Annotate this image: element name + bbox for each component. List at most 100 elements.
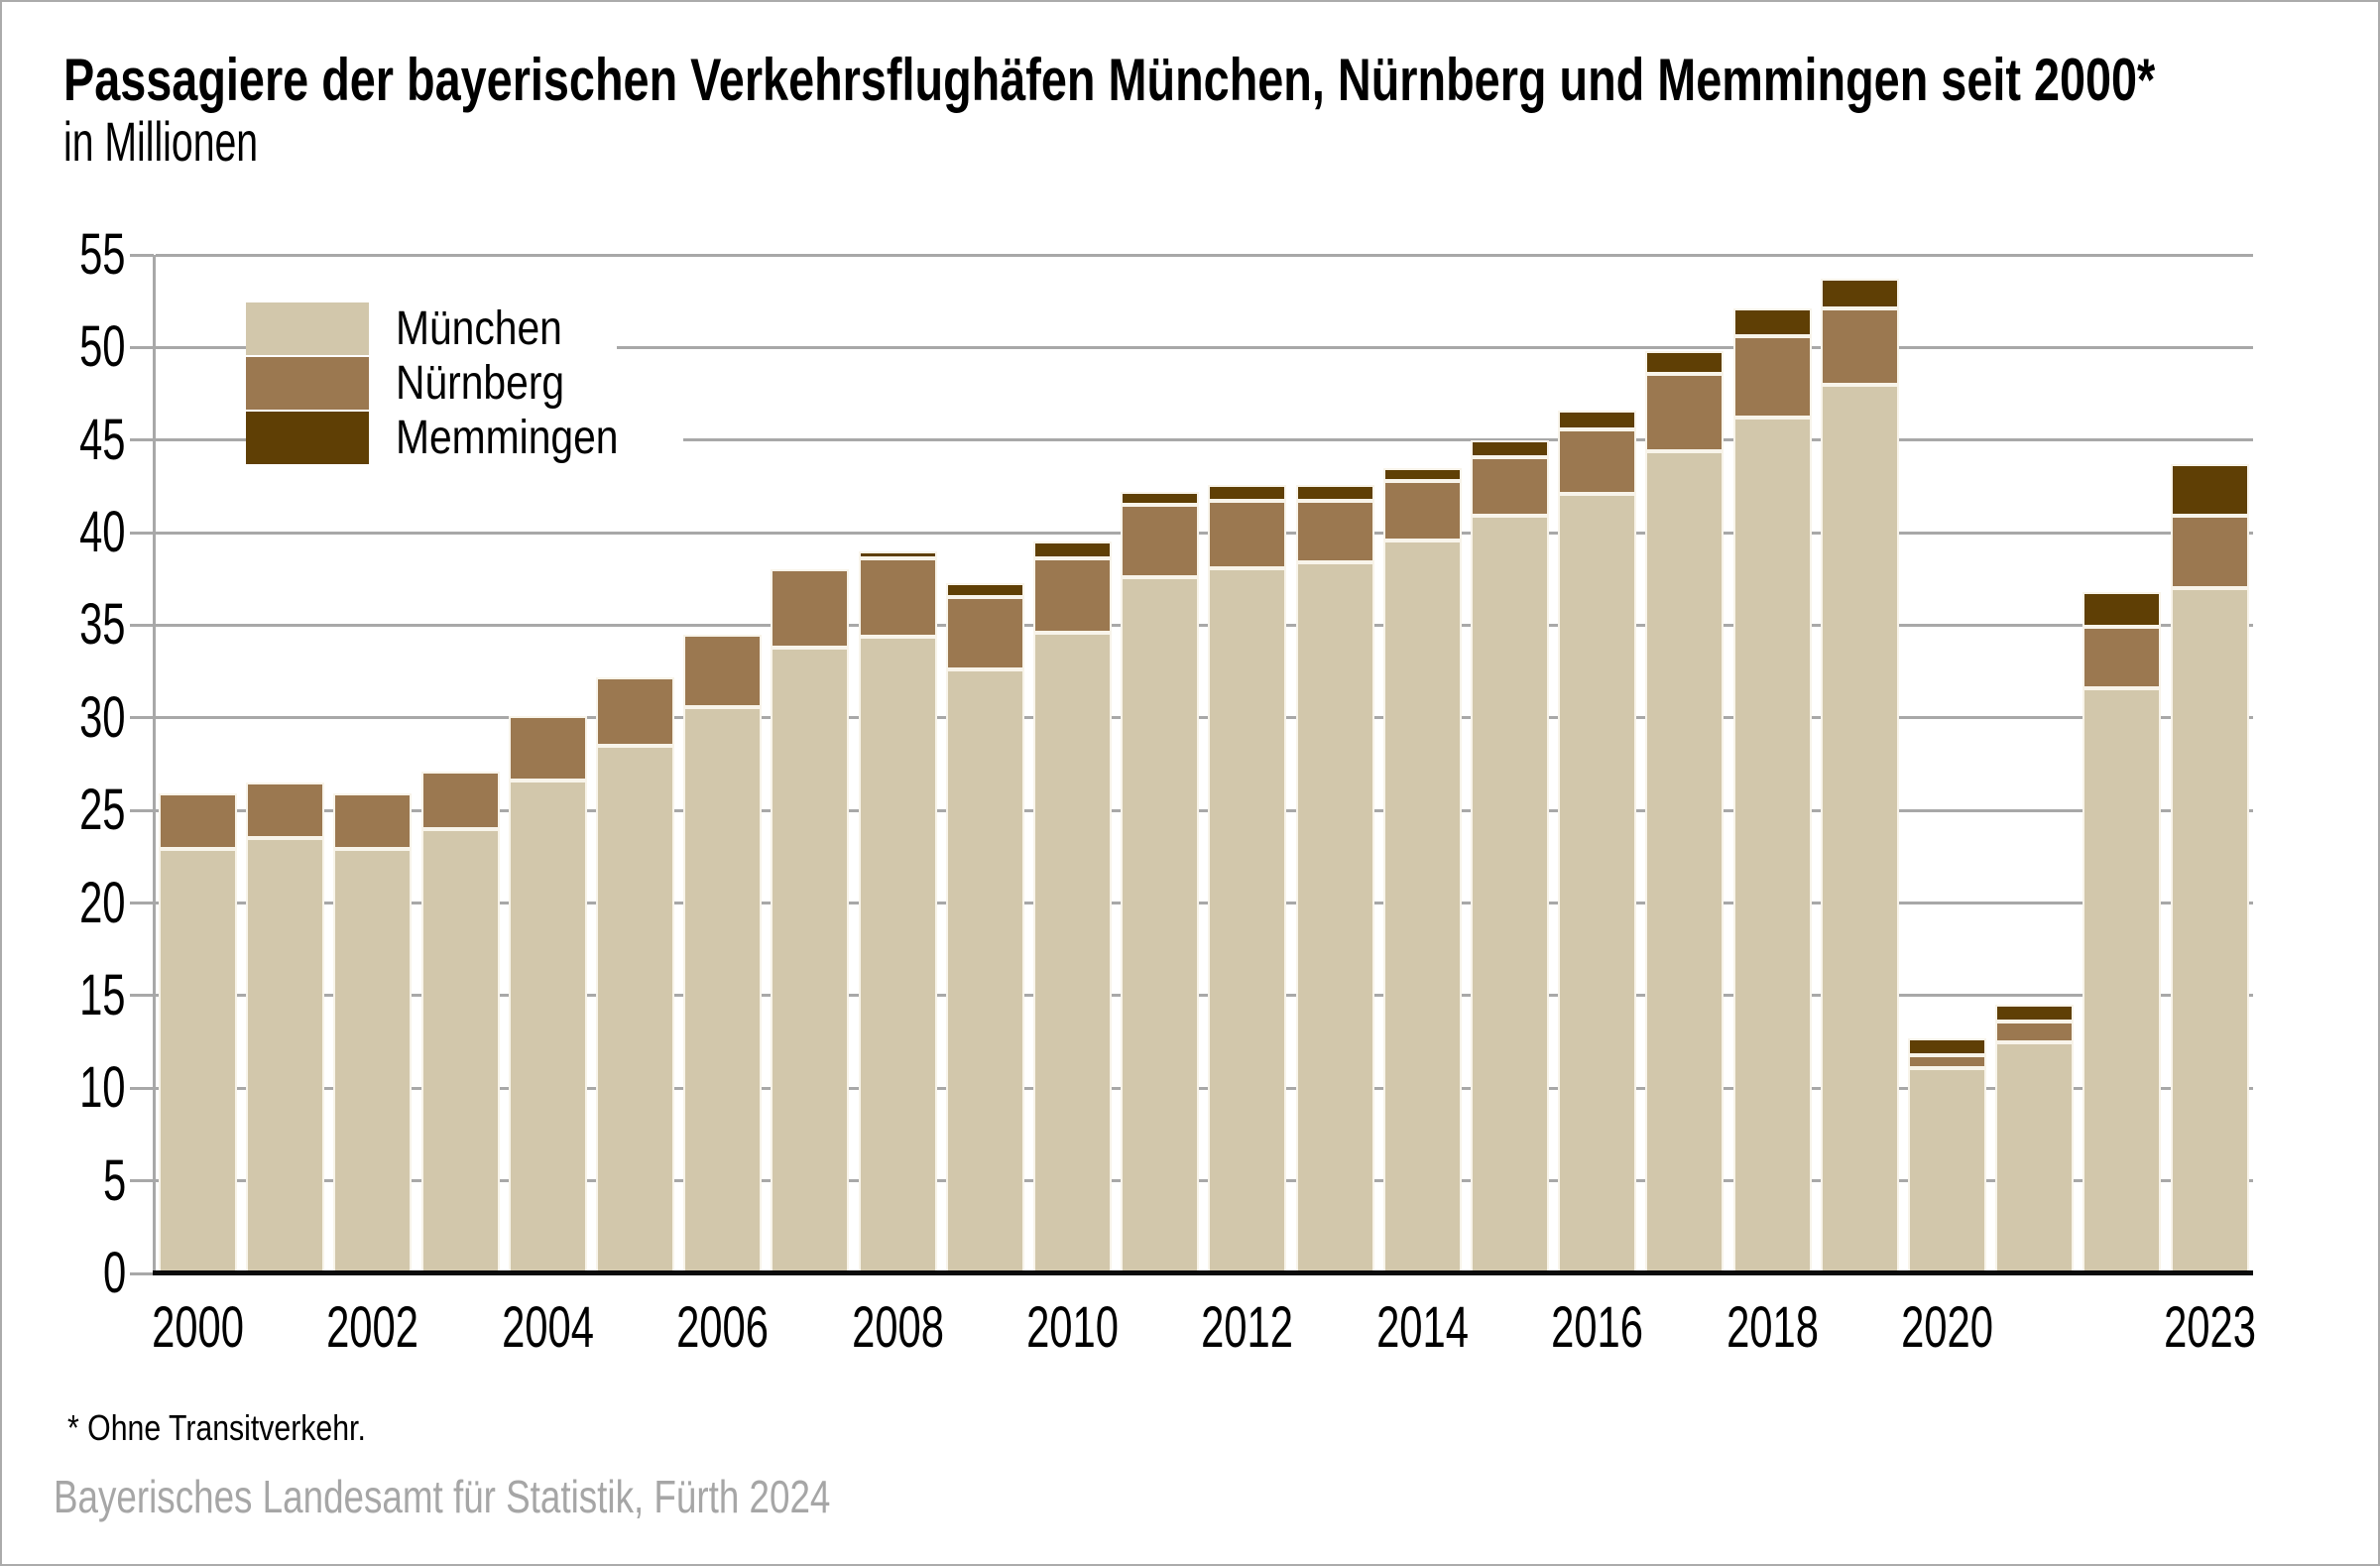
bar-segment-muenchen-2005: [596, 745, 674, 1273]
y-tick-label: 40: [25, 504, 126, 561]
x-tick-label-text: 2000: [152, 1295, 244, 1360]
y-tick-label: 25: [25, 782, 126, 839]
bar-segment-nuernberg-2021: [1995, 1022, 2075, 1042]
bar-segment-muenchen-2004: [508, 781, 587, 1273]
y-tick-label-text: 55: [79, 222, 126, 287]
bar-segment-muenchen-2002: [333, 849, 413, 1273]
y-tick-label-text: 40: [79, 500, 126, 565]
y-tick: [130, 253, 154, 257]
bar-segment-muenchen-2000: [159, 849, 237, 1273]
bar-segment-muenchen-2014: [1382, 540, 1462, 1273]
chart-title: Passagiere der bayerischen Verkehrsflugh…: [63, 47, 2378, 113]
bar-segment-muenchen-2006: [683, 706, 763, 1273]
x-tick-label: 2004: [463, 1299, 632, 1357]
legend-swatch-memmingen: [246, 411, 369, 465]
bar-segment-memmingen-2014: [1382, 467, 1462, 481]
bar-segment-muenchen-2019: [1820, 384, 1899, 1273]
bar-segment-muenchen-2001: [246, 838, 325, 1273]
bar-segment-nuernberg-2019: [1820, 308, 1899, 385]
legend-label: Memmingen: [369, 411, 684, 465]
bar-segment-nuernberg-2000: [159, 793, 237, 850]
y-tick-label-text: 50: [79, 314, 126, 380]
chart-subtitle-text: in Millionen: [63, 110, 259, 173]
x-tick-label: 2012: [1163, 1299, 1332, 1357]
y-tick: [130, 438, 154, 442]
x-tick-label-text: 2018: [1726, 1295, 1819, 1360]
source-line: Bayerisches Landesamt für Statistik, Für…: [54, 1472, 1024, 1521]
y-tick-label-text: 25: [79, 778, 126, 843]
bar-segment-nuernberg-2003: [420, 771, 500, 829]
bar-segment-muenchen-2016: [1558, 493, 1637, 1273]
bar-segment-memmingen-2019: [1820, 279, 1899, 309]
grid-line: [156, 438, 2253, 442]
y-tick-label: 50: [25, 318, 126, 376]
x-tick-label: 2006: [639, 1299, 807, 1357]
bar-segment-muenchen-2007: [771, 647, 850, 1273]
x-tick-label-text: 2016: [1551, 1295, 1644, 1360]
bar-segment-nuernberg-2018: [1732, 336, 1812, 419]
bar-segment-muenchen-2021: [1995, 1041, 2075, 1273]
bar-segment-muenchen-2003: [420, 828, 500, 1273]
plot-area: 0 5 10 15 20 25 30 35 40 45 50 55 2000 2002 2004 2006 2…: [80, 226, 2256, 1357]
y-tick-label: 15: [25, 962, 126, 1027]
bar-segment-muenchen-2013: [1295, 561, 1374, 1273]
x-tick-label: 2000: [114, 1299, 283, 1357]
bar-segment-memmingen-2023: [2170, 464, 2249, 517]
bar-segment-muenchen-2023: [2170, 588, 2249, 1273]
x-tick-label: 2002: [289, 1299, 457, 1357]
bar-segment-muenchen-2020: [1908, 1067, 1986, 1273]
bar-segment-nuernberg-2015: [1471, 456, 1549, 517]
x-tick-label-text: 2006: [676, 1295, 770, 1360]
y-tick: [130, 1179, 154, 1183]
y-tick: [130, 623, 154, 627]
legend-label-text: Nürnberg: [396, 357, 565, 410]
grid-line: [156, 808, 2253, 812]
bar-segment-memmingen-2021: [1995, 1005, 2075, 1023]
grid-line: [156, 716, 2253, 720]
x-tick-label: 2018: [1688, 1299, 1856, 1357]
footnote: * Ohne Transitverkehr.: [67, 1408, 422, 1448]
y-axis-line: [153, 255, 156, 1273]
legend-row-muenchen: München: [246, 301, 618, 356]
y-tick-label: 30: [25, 684, 126, 750]
grid-line: [156, 902, 2253, 905]
grid-line: [156, 623, 2253, 627]
y-tick-label-text: 15: [79, 962, 126, 1027]
x-tick-label-text: 2010: [1026, 1295, 1119, 1360]
bar-segment-nuernberg-2002: [333, 793, 413, 850]
y-tick: [130, 531, 154, 535]
x-tick-label-text: 2014: [1375, 1295, 1469, 1360]
y-tick-label-text: 30: [79, 684, 126, 750]
y-tick: [130, 1271, 154, 1275]
bar-segment-muenchen-2011: [1121, 576, 1200, 1273]
bar-segment-nuernberg-2014: [1382, 480, 1462, 541]
bar-segment-memmingen-2016: [1558, 410, 1637, 429]
bar-segment-nuernberg-2022: [2082, 627, 2162, 688]
y-tick-label: 20: [25, 874, 126, 932]
bar-segment-nuernberg-2017: [1645, 373, 1725, 451]
y-tick-label: 45: [25, 411, 126, 469]
grid-line: [156, 345, 2253, 349]
y-tick: [130, 716, 154, 720]
bar-segment-muenchen-2022: [2082, 687, 2162, 1273]
grid-line: [156, 1086, 2253, 1090]
y-tick-label-text: 10: [79, 1055, 126, 1121]
bar-segment-muenchen-2012: [1208, 567, 1287, 1273]
chart-title-text: Passagiere der bayerischen Verkehrsflugh…: [63, 47, 2156, 113]
y-tick: [130, 1086, 154, 1090]
bar-segment-muenchen-2010: [1033, 632, 1112, 1273]
bar-segment-nuernberg-2001: [246, 783, 325, 839]
bar-segment-nuernberg-2023: [2170, 516, 2249, 589]
x-tick-label-text: 2004: [501, 1295, 594, 1360]
x-tick-label: 2023: [2125, 1299, 2294, 1357]
bar-segment-nuernberg-2006: [683, 634, 763, 707]
legend-row-nuernberg: Nürnberg: [246, 356, 621, 411]
grid-line: [156, 1179, 2253, 1183]
y-tick-label: 10: [25, 1059, 126, 1117]
legend-label: Nürnberg: [369, 356, 621, 411]
footnote-text: * Ohne Transitverkehr.: [67, 1407, 366, 1448]
x-tick-label-text: 2023: [2163, 1295, 2256, 1360]
bar-segment-nuernberg-2004: [508, 715, 587, 782]
bar-segment-memmingen-2018: [1732, 308, 1812, 337]
bar-segment-memmingen-2010: [1033, 542, 1112, 559]
